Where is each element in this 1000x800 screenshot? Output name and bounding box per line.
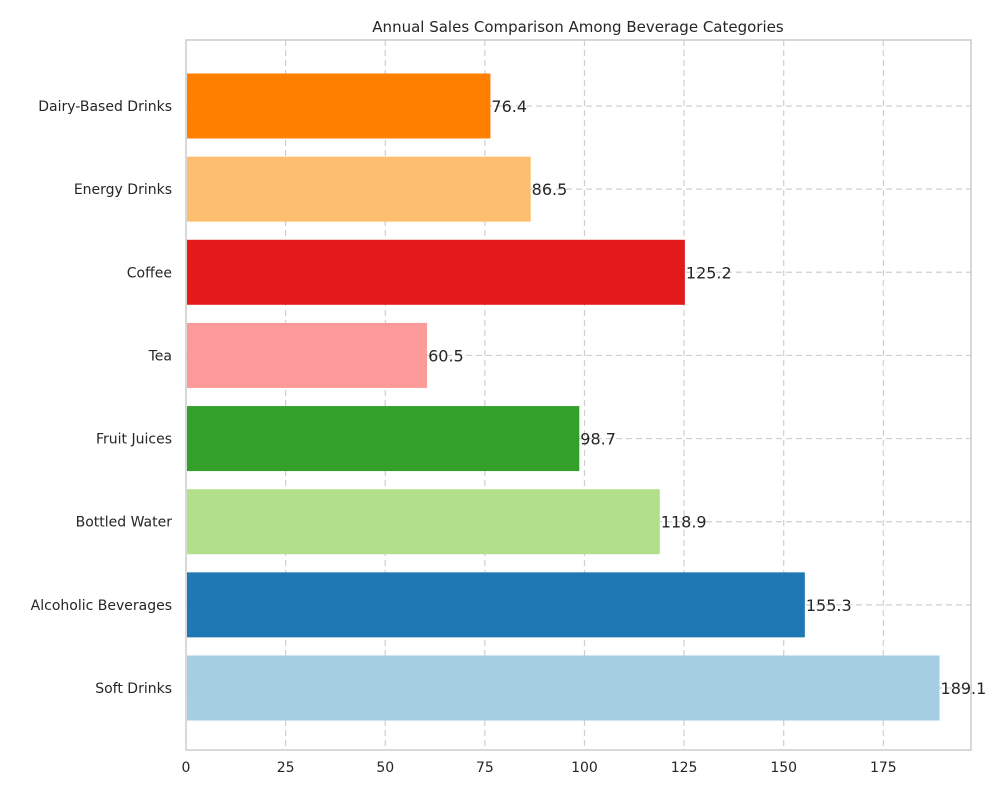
x-tick-label: 75 xyxy=(476,760,494,776)
chart-title: Annual Sales Comparison Among Beverage C… xyxy=(372,18,784,36)
category-label: Dairy-Based Drinks xyxy=(38,99,172,115)
value-label: 125.2 xyxy=(686,263,732,282)
bar xyxy=(187,572,805,638)
category-label: Tea xyxy=(148,348,172,364)
category-label: Energy Drinks xyxy=(74,182,172,198)
x-tick-label: 125 xyxy=(671,760,698,776)
category-label: Fruit Juices xyxy=(96,432,172,448)
category-label: Bottled Water xyxy=(76,515,173,531)
bar xyxy=(187,406,580,472)
x-tick-label: 50 xyxy=(376,760,394,776)
value-label: 189.1 xyxy=(941,679,987,698)
x-tick-label: 0 xyxy=(182,760,191,776)
category-labels: Soft Drinks Alcoholic Beverages Bottled Wa… xyxy=(31,99,173,697)
gridlines xyxy=(186,40,971,750)
bar xyxy=(187,156,531,222)
value-label: 76.4 xyxy=(491,97,527,116)
bar xyxy=(187,655,940,721)
value-label: 60.5 xyxy=(428,346,464,365)
bar xyxy=(187,239,685,305)
category-label: Alcoholic Beverages xyxy=(31,598,172,614)
x-tick-label: 100 xyxy=(571,760,598,776)
x-tick-label: 175 xyxy=(870,760,897,776)
plot-frame xyxy=(185,39,972,751)
value-label: 118.9 xyxy=(661,513,707,532)
x-tick-label: 150 xyxy=(770,760,797,776)
bar xyxy=(187,322,428,388)
x-axis-ticks: 0 25 50 75 100 125 150 175 xyxy=(182,760,897,776)
x-tick-label: 25 xyxy=(277,760,295,776)
category-label: Soft Drinks xyxy=(95,681,172,697)
bar xyxy=(187,489,660,555)
bars xyxy=(187,73,940,721)
bar xyxy=(187,73,491,139)
value-label: 155.3 xyxy=(806,596,852,615)
value-label: 86.5 xyxy=(532,180,568,199)
category-label: Coffee xyxy=(127,265,172,281)
value-label: 98.7 xyxy=(580,430,616,449)
value-labels: 189.1 155.3 118.9 98.7 60.5 125.2 86.5 76.4 xyxy=(428,97,986,698)
